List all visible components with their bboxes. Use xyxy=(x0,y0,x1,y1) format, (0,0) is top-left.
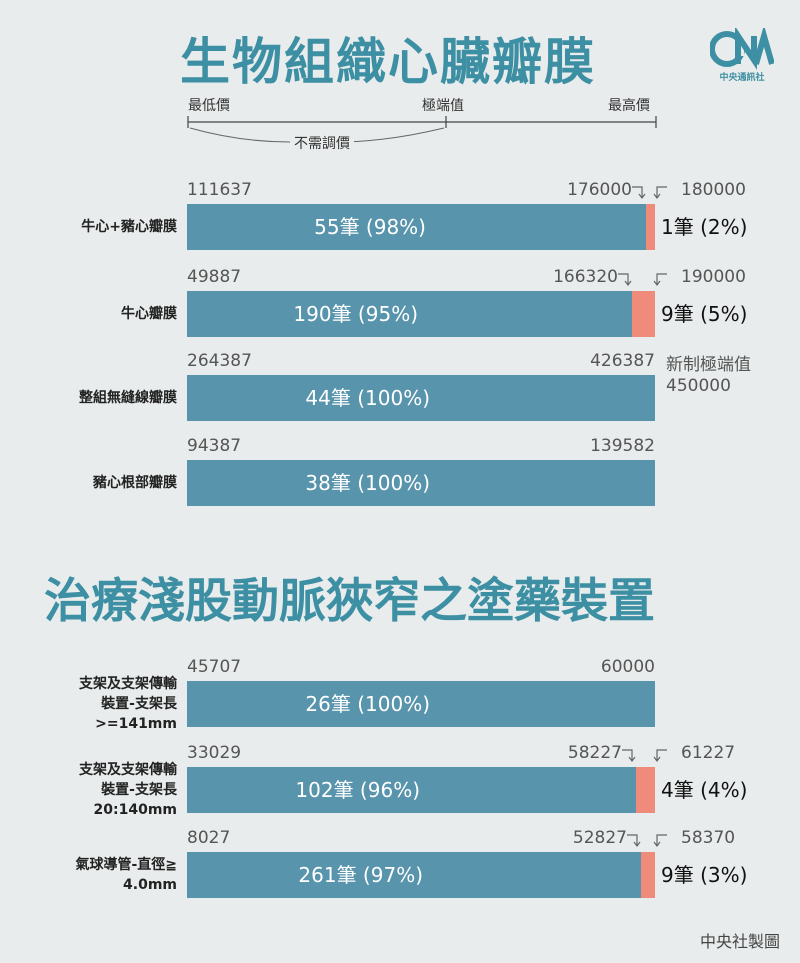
note-value: 450000 xyxy=(666,376,731,396)
min-price-label: 111637 xyxy=(187,180,252,200)
extreme-count-label: 9筆 (3%) xyxy=(661,863,748,887)
row-label: 牛心瓣膜 xyxy=(121,306,177,322)
max-price-label: 180000 xyxy=(681,180,746,200)
extreme-price-label: 60000 xyxy=(600,657,655,677)
extreme-count-label: 9筆 (5%) xyxy=(661,302,748,326)
bar-main-segment xyxy=(187,767,636,813)
bar-extreme-segment xyxy=(646,204,655,250)
bar-count-label: 102筆 (96%) xyxy=(295,778,420,802)
row-label: 整組無縫線瓣膜 xyxy=(79,390,177,406)
row-label-line: 裝置-支架長 xyxy=(101,696,177,712)
min-price-label: 45707 xyxy=(187,657,242,677)
bar-count-label: 55筆 (98%) xyxy=(314,215,426,239)
legend-min-label: 最低價 xyxy=(188,98,230,114)
row-label-line: 4.0mm xyxy=(123,877,177,893)
row-label: 支架及支架傳輸裝置-支架長 >=141mm xyxy=(20,674,177,734)
legend-scale xyxy=(187,116,657,143)
extreme-price-label: 176000 xyxy=(567,180,632,200)
row-label-line: 裝置-支架長 xyxy=(101,782,177,798)
max-arrow-icon xyxy=(653,273,667,286)
max-price-label: 58370 xyxy=(681,828,736,848)
bar-main-segment xyxy=(187,204,646,250)
row-label-line: 支架及支架傳輸 xyxy=(79,676,177,692)
extreme-count-label: 4筆 (4%) xyxy=(661,778,748,802)
row-label-line: 支架及支架傳輸 xyxy=(79,762,177,778)
extreme-arrow-icon xyxy=(627,834,641,847)
max-arrow-icon xyxy=(653,186,667,199)
logo-text: 中央通訊社 xyxy=(719,73,765,83)
min-price-label: 264387 xyxy=(187,351,252,371)
legend-no-adjust-label: 不需調價 xyxy=(290,133,354,153)
bar-extreme-segment xyxy=(636,767,655,813)
bar-main-segment xyxy=(187,375,655,421)
bar-count-label: 26筆 (100%) xyxy=(305,692,430,716)
bar-count-label: 261筆 (97%) xyxy=(298,863,423,887)
extreme-price-label: 139582 xyxy=(590,436,655,456)
max-arrow-icon xyxy=(653,834,667,847)
extreme-price-label: 166320 xyxy=(553,267,618,287)
extreme-count-label: 1筆 (2%) xyxy=(661,215,748,239)
note-label: 新制極端值 xyxy=(666,355,751,375)
max-price-label: 190000 xyxy=(681,267,746,287)
row-label: 氣球導管-直徑≧ 4.0mm xyxy=(20,855,177,895)
legend-extreme-label: 極端值 xyxy=(422,98,464,114)
extreme-price-label: 58227 xyxy=(567,743,622,763)
bar-main-segment xyxy=(187,681,655,727)
row-label-line: 氣球導管-直徑≧ xyxy=(75,857,177,873)
bar-count-label: 44筆 (100%) xyxy=(305,386,430,410)
chart-title-stent-devices: 治療淺股動脈狹窄之塗藥裝置 xyxy=(44,574,655,629)
row-label: 牛心+豬心瓣膜 xyxy=(81,219,177,235)
row-label: 豬心根部瓣膜 xyxy=(93,475,177,491)
bar-extreme-segment xyxy=(632,291,655,337)
footer-credit: 中央社製圖 xyxy=(699,932,780,951)
min-price-label: 94387 xyxy=(187,436,242,456)
max-price-label: 61227 xyxy=(681,743,736,763)
extreme-price-label: 52827 xyxy=(572,828,627,848)
extreme-arrow-icon xyxy=(622,749,636,762)
row-label-line: 20:140mm xyxy=(93,802,177,818)
bar-count-label: 190筆 (95%) xyxy=(293,302,418,326)
bar-main-segment xyxy=(187,291,632,337)
bar-count-label: 38筆 (100%) xyxy=(305,471,430,495)
chart-title-heart-valves: 生物組織心臟瓣膜 xyxy=(180,33,596,91)
min-price-label: 33029 xyxy=(187,743,242,763)
extreme-arrow-icon xyxy=(618,273,632,286)
max-arrow-icon xyxy=(653,749,667,762)
extreme-arrow-icon xyxy=(632,186,646,199)
min-price-label: 49887 xyxy=(187,267,242,287)
bar-main-segment xyxy=(187,460,655,506)
bar-extreme-segment xyxy=(641,852,655,898)
min-price-label: 8027 xyxy=(187,828,231,848)
row-label: 支架及支架傳輸裝置-支架長 20:140mm xyxy=(20,760,177,820)
legend-max-label: 最高價 xyxy=(608,98,650,114)
extreme-price-label: 426387 xyxy=(590,351,655,371)
bar-main-segment xyxy=(187,852,641,898)
cna-logo: 中央通訊社 xyxy=(710,28,774,83)
row-label-line: >=141mm xyxy=(95,716,177,732)
